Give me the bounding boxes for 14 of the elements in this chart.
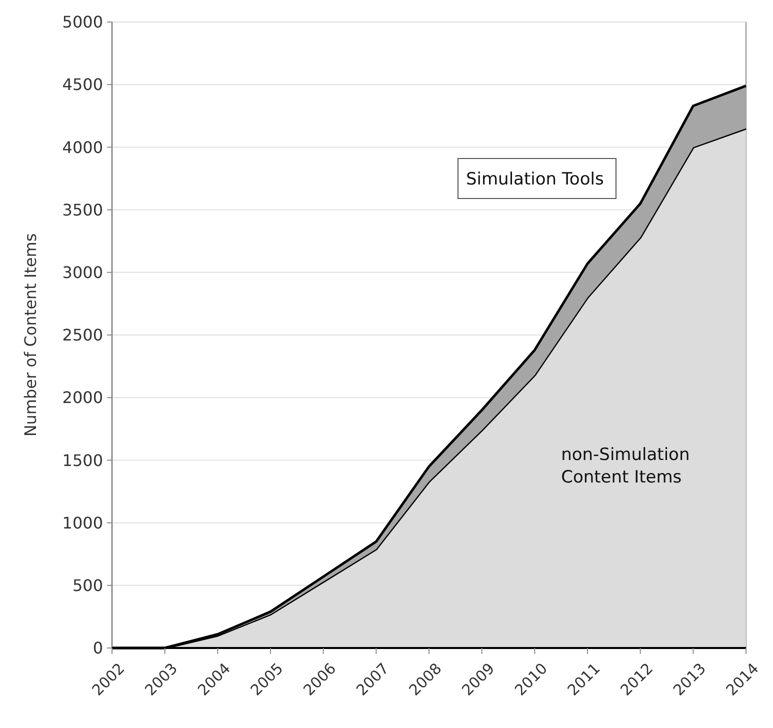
y-tick-label: 5000 [62,12,103,32]
y-tick-label: 4000 [62,138,103,157]
y-tick-label: 500 [72,576,103,595]
y-tick-label: 3500 [62,200,103,220]
y-tick-label: 3000 [62,263,103,282]
y-tick-label: 2000 [62,388,103,408]
series-label: non-Simulation Content Items [561,445,690,488]
text: Simulation Tools [466,169,604,190]
y-tick-label: 1000 [62,513,103,532]
y-tick-label: 1500 [62,450,103,470]
y-tick-label: 2500 [62,326,103,345]
y-axis-title: Number of Content Items [21,233,40,437]
y-tick-label: 0 [92,638,103,658]
y-tick-label: 4500 [62,75,103,94]
